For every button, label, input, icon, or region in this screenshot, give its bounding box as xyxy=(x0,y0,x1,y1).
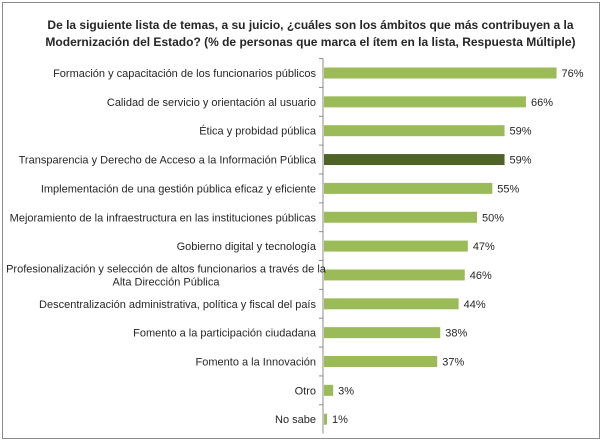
bar xyxy=(324,327,441,339)
data-label: 47% xyxy=(473,241,495,253)
category-label: Implementación de una gestión pública ef… xyxy=(41,183,316,195)
chart-title: De la siguiente lista de temas, a su jui… xyxy=(43,17,578,51)
data-label: 55% xyxy=(497,183,519,195)
bar xyxy=(324,67,557,79)
data-label: 38% xyxy=(445,328,467,340)
category-label: Ética y probidad pública xyxy=(199,125,317,138)
chart-title-line-1: De la siguiente lista de temas, a su jui… xyxy=(47,18,574,32)
data-label: 37% xyxy=(442,357,464,369)
category-label: Descentralización administrativa, políti… xyxy=(39,299,316,311)
data-label: 1% xyxy=(332,414,348,426)
data-label: 44% xyxy=(464,299,486,311)
category-label: Transparencia y Derecho de Acceso a la I… xyxy=(19,155,317,167)
category-label: Alta Dirección Pública xyxy=(113,276,221,288)
bar xyxy=(324,96,526,108)
category-label: Profesionalización y selección de altos … xyxy=(6,263,327,275)
category-label: No sabe xyxy=(275,414,316,426)
bar xyxy=(324,269,465,281)
bar xyxy=(324,384,334,396)
category-label: Formación y capacitación de los funciona… xyxy=(53,68,316,80)
category-label: Calidad de servicio y orientación al usu… xyxy=(107,97,316,109)
chart-title-line-2: Modernización del Estado? (% de personas… xyxy=(45,35,576,49)
data-label: 46% xyxy=(470,270,492,282)
bar xyxy=(324,154,505,166)
bar xyxy=(324,298,459,310)
category-label: Fomento a la Innovación xyxy=(196,357,316,369)
bar xyxy=(324,211,477,223)
data-label: 59% xyxy=(510,126,532,138)
bar xyxy=(324,125,505,137)
bar xyxy=(324,182,493,194)
data-label: 76% xyxy=(562,68,584,80)
category-label: Otro xyxy=(295,385,316,397)
data-label: 66% xyxy=(531,97,553,109)
bar xyxy=(324,240,468,252)
bar xyxy=(324,413,328,425)
category-label: Mejoramiento de la infraestructura en la… xyxy=(10,212,317,224)
category-label: Gobierno digital y tecnología xyxy=(177,241,317,253)
data-label: 50% xyxy=(482,212,504,224)
category-label: Fomento a la participación ciudadana xyxy=(133,328,317,340)
data-label: 3% xyxy=(338,385,354,397)
data-label: 59% xyxy=(510,155,532,167)
bar xyxy=(324,356,438,367)
